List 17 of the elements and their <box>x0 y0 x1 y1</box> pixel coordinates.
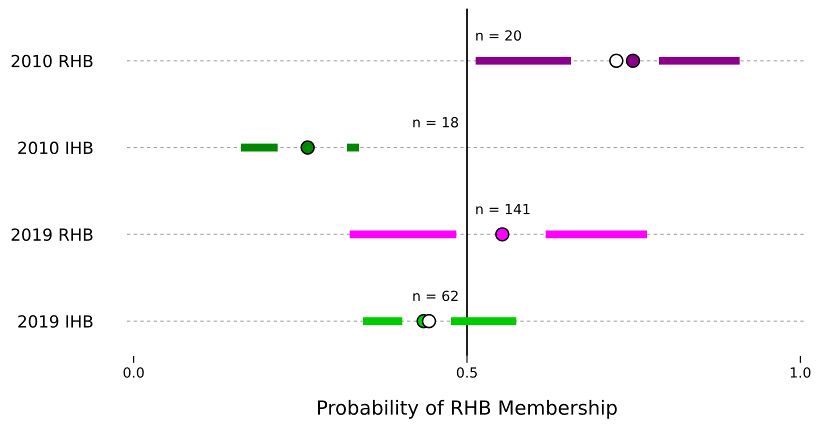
point <box>300 140 315 155</box>
point <box>609 54 624 68</box>
x-tick-label: 0.0 <box>124 367 144 378</box>
point <box>422 314 436 328</box>
x-axis-title: Probability of RHB Membership <box>318 400 617 419</box>
x-tick-label: 1.0 <box>790 367 810 378</box>
annotation: n = 20 <box>476 30 522 41</box>
point <box>626 54 640 68</box>
x-tick-label: 0.5 <box>456 367 477 378</box>
y-tick-label: 2019 RHB <box>12 228 92 241</box>
point <box>495 227 510 242</box>
annotation: n = 62 <box>413 290 458 302</box>
annotation: n = 141 <box>476 204 530 214</box>
y-tick-label: 2010 IHB <box>18 142 92 154</box>
y-tick-label: 2019 IHB <box>18 315 92 328</box>
y-tick-label: 2010 RHB <box>12 54 92 68</box>
annotation: n = 18 <box>413 117 458 128</box>
